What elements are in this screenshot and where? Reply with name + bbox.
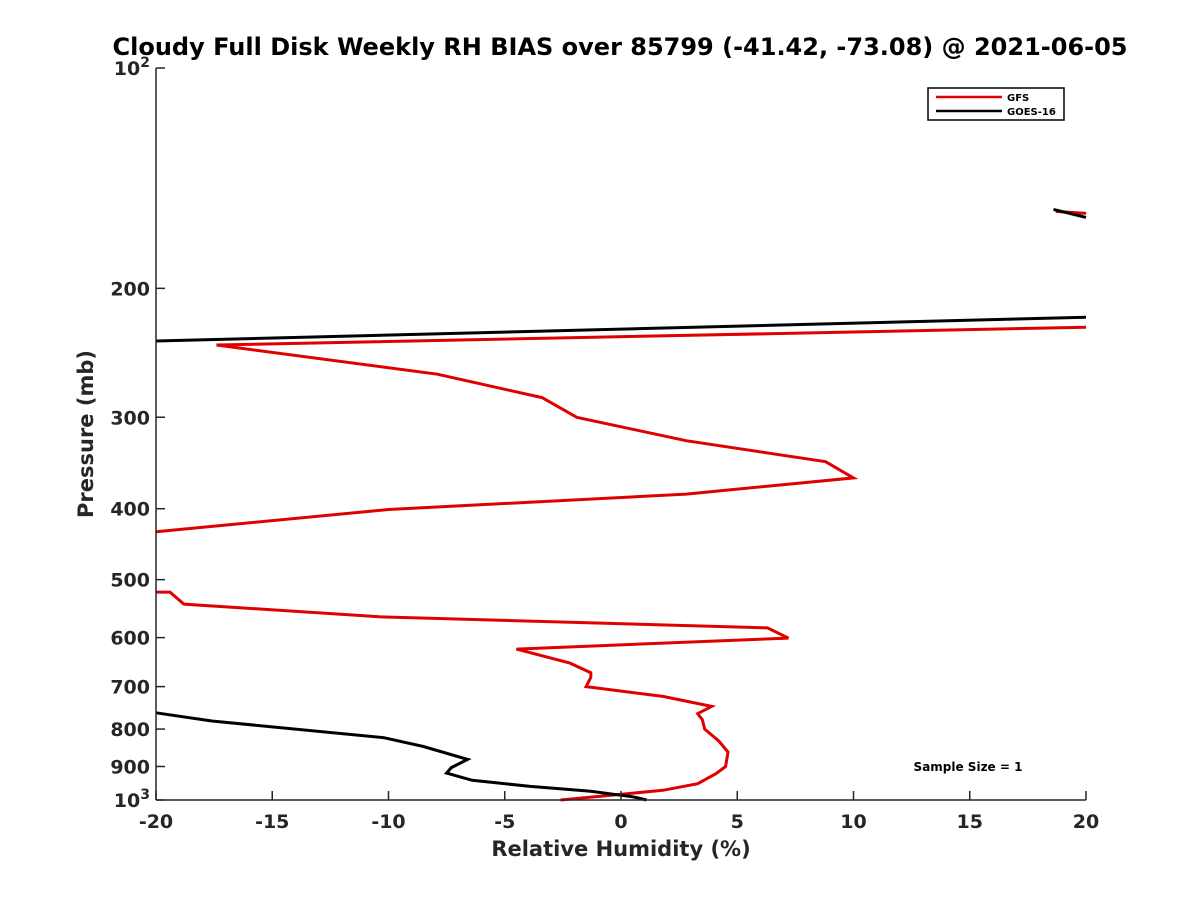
y-tick-label: 800 xyxy=(110,719,150,741)
series-line-gfs-segment-1 xyxy=(155,325,1087,534)
x-tick-label: 10 xyxy=(840,811,866,833)
legend-label-goes16: GOES-16 xyxy=(1007,107,1056,118)
y-tick-label: 400 xyxy=(110,499,150,521)
x-tick-label: 15 xyxy=(957,811,983,833)
legend: GFS GOES-16 xyxy=(927,87,1065,121)
x-tick-label: 0 xyxy=(614,811,627,833)
y-tick-label: 102 xyxy=(114,55,150,80)
x-tick-label: 5 xyxy=(731,811,744,833)
series-line-gfs-segment-2 xyxy=(156,590,790,802)
series-line-goes16-segment-2 xyxy=(155,711,647,802)
y-axis-label: Pressure (mb) xyxy=(74,350,98,518)
y-tick-label: 103 xyxy=(114,787,150,812)
y-tick-label: 200 xyxy=(110,278,150,300)
x-tick-label: -15 xyxy=(255,811,289,833)
y-tick-label: 600 xyxy=(110,628,150,650)
series-line-goes16-segment-0 xyxy=(1053,207,1087,219)
series-line-goes16-segment-1 xyxy=(155,315,1087,343)
y-tick-label: 900 xyxy=(110,757,150,779)
plot-area xyxy=(156,68,1086,800)
y-tick-label: 700 xyxy=(110,677,150,699)
legend-label-gfs: GFS xyxy=(1007,93,1029,104)
chart-title: Cloudy Full Disk Weekly RH BIAS over 857… xyxy=(113,33,1128,61)
series-layer xyxy=(155,207,1087,802)
y-ticks: 102 200 300 400 500 600 700 800 900 103 xyxy=(110,55,165,812)
x-tick-label: -20 xyxy=(139,811,173,833)
x-axis-label: Relative Humidity (%) xyxy=(491,837,750,861)
x-tick-label: 20 xyxy=(1073,811,1099,833)
legend-box xyxy=(927,87,1065,121)
sample-size-annotation: Sample Size = 1 xyxy=(914,760,1023,774)
x-tick-label: -5 xyxy=(494,811,515,833)
y-tick-label: 300 xyxy=(110,407,150,429)
x-tick-label: -10 xyxy=(371,811,405,833)
y-tick-label: 500 xyxy=(110,570,150,592)
x-ticks: -20 -15 -10 -5 0 5 10 15 20 xyxy=(139,791,1099,833)
